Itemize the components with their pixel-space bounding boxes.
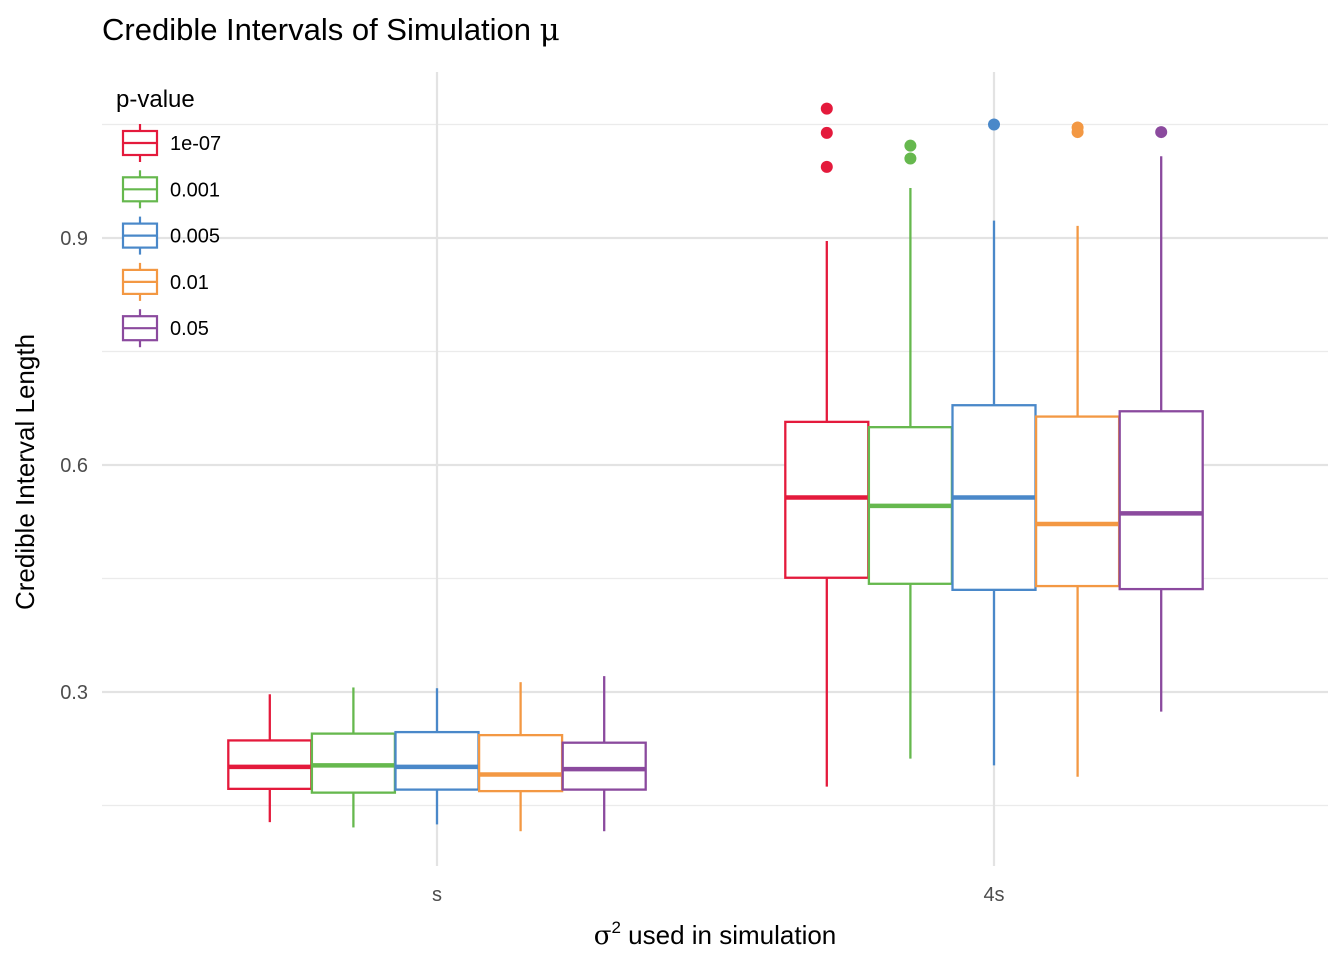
outlier-point <box>904 139 917 152</box>
box-0.01-s <box>477 682 564 832</box>
outlier-point <box>820 126 833 139</box>
box-iqr <box>1034 415 1121 588</box>
box-groups <box>227 102 1204 832</box>
legend-label: 0.01 <box>170 272 209 294</box>
box-0.01-4s <box>1034 121 1121 777</box>
box-iqr <box>1118 410 1204 591</box>
legend: p-value 1e-07 0.001 0.005 0.01 0.05 <box>116 86 221 348</box>
outlier-point <box>988 118 1000 131</box>
outlier-point <box>904 152 917 165</box>
box-iqr <box>227 739 313 791</box>
box-0.001-s <box>310 687 397 828</box>
legend-key-0.005 <box>121 216 159 255</box>
x-axis-ticks: s 4s <box>432 884 1005 906</box>
outlier-point <box>1071 121 1084 134</box>
box-iqr <box>477 733 564 793</box>
x-axis-superscript: 2 <box>611 918 620 937</box>
legend-label: 0.001 <box>170 179 220 201</box>
box-1e-07-4s <box>784 102 870 787</box>
legend-key-0.01 <box>121 262 159 301</box>
legend-key-1e-07 <box>121 124 159 162</box>
legend-label: 1e-07 <box>170 133 221 155</box>
legend-label: 0.005 <box>170 226 220 248</box>
y-tick-label: 0.9 <box>60 228 88 250</box>
box-0.001-4s <box>867 139 954 759</box>
x-axis-title: σ2 used in simulation <box>594 918 837 951</box>
legend-key-0.001 <box>121 170 159 209</box>
box-0.05-s <box>561 676 647 832</box>
x-tick-label: 4s <box>983 884 1004 906</box>
x-axis-sigma-symbol: σ <box>594 921 612 951</box>
y-axis-ticks: 0.3 0.6 0.9 <box>60 228 88 704</box>
box-1e-07-s <box>227 694 313 823</box>
chart-title: Credible Intervals of Simulation μ <box>102 12 560 48</box>
legend-title: p-value <box>116 86 195 113</box>
outlier-point <box>820 160 833 173</box>
legend-label: 0.05 <box>170 318 209 340</box>
legend-key-0.05 <box>121 309 159 348</box>
box-iqr <box>394 730 480 791</box>
outlier-point <box>820 102 833 115</box>
outlier-point <box>1155 126 1168 139</box>
y-axis-title: Credible Interval Length <box>10 334 40 610</box>
y-tick-label: 0.6 <box>60 455 88 477</box>
x-tick-label: s <box>432 884 442 906</box>
box-0.005-4s <box>951 118 1037 766</box>
box-iqr <box>561 741 647 791</box>
box-0.05-4s <box>1118 126 1204 712</box>
box-iqr <box>310 732 397 794</box>
y-tick-label: 0.3 <box>60 682 88 704</box>
box-0.005-s <box>394 688 480 825</box>
box-iqr <box>784 420 870 579</box>
title-mu-symbol: μ <box>540 12 560 48</box>
